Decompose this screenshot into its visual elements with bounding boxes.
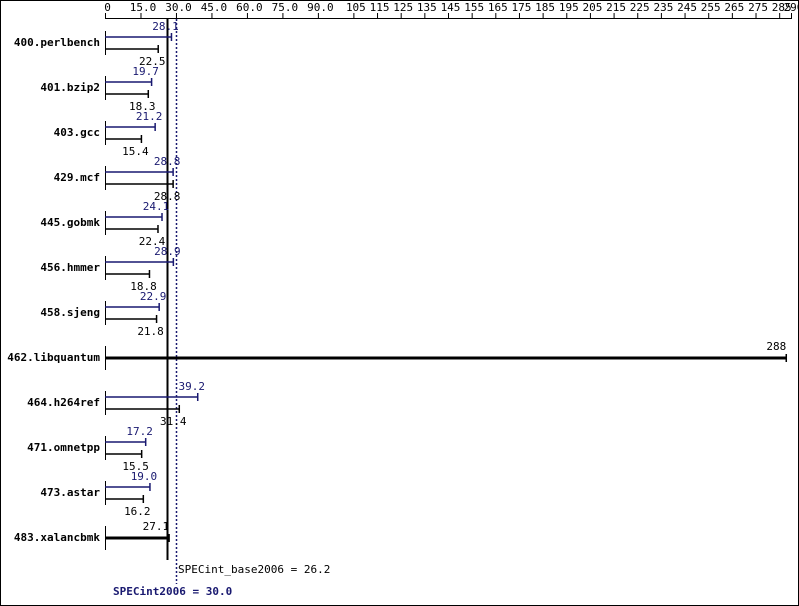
x-tick-label: 145	[441, 1, 461, 14]
value-label: 16.2	[124, 505, 151, 518]
category-label: 462.libquantum	[7, 351, 100, 364]
x-tick-label: 115	[370, 1, 390, 14]
x-tick-label: 245	[677, 1, 697, 14]
value-label: 19.0	[131, 470, 158, 483]
reference-label: SPECint_base2006 = 26.2	[178, 563, 330, 576]
x-tick-label: 235	[653, 1, 673, 14]
x-tick-label: 30.0	[165, 1, 192, 14]
x-tick-label: 255	[701, 1, 721, 14]
x-tick-label: 15.0	[130, 1, 157, 14]
value-label: 17.2	[126, 425, 153, 438]
category-label: 456.hmmer	[40, 261, 100, 274]
value-label: 18.8	[130, 280, 157, 293]
category-label: 445.gobmk	[40, 216, 100, 229]
x-tick-label: 90.0	[307, 1, 334, 14]
value-label: 24.1	[143, 200, 170, 213]
x-tick-label: 125	[393, 1, 413, 14]
value-label: 27.1	[143, 520, 170, 533]
value-label: 21.2	[136, 110, 163, 123]
x-tick-label: 0	[104, 1, 111, 14]
value-label: 31.4	[160, 415, 187, 428]
x-tick-label: 195	[559, 1, 579, 14]
category-label: 473.astar	[40, 486, 100, 499]
x-tick-label: 275	[748, 1, 768, 14]
category-label: 483.xalancbmk	[14, 531, 100, 544]
x-tick-label: 60.0	[236, 1, 263, 14]
x-tick-label: 175	[512, 1, 532, 14]
x-tick-label: 290	[784, 1, 799, 14]
category-label: 401.bzip2	[40, 81, 100, 94]
value-label: 22.9	[140, 290, 167, 303]
value-label: 28.8	[154, 155, 181, 168]
category-label: 464.h264ref	[27, 396, 100, 409]
category-label: 471.omnetpp	[27, 441, 100, 454]
reference-label: SPECint2006 = 30.0	[113, 585, 232, 598]
x-tick-label: 105	[346, 1, 366, 14]
category-label: 458.sjeng	[40, 306, 100, 319]
x-tick-label: 225	[630, 1, 650, 14]
value-label: 19.7	[132, 65, 159, 78]
x-tick-label: 205	[582, 1, 602, 14]
x-tick-label: 215	[606, 1, 626, 14]
value-label: 288	[766, 340, 786, 353]
category-label: 429.mcf	[54, 171, 100, 184]
value-label: 39.2	[178, 380, 205, 393]
value-label: 15.5	[122, 460, 149, 473]
x-tick-label: 75.0	[272, 1, 299, 14]
x-tick-label: 185	[535, 1, 555, 14]
x-tick-label: 135	[417, 1, 437, 14]
value-label: 28.8	[154, 190, 181, 203]
x-tick-label: 155	[464, 1, 484, 14]
value-label: 18.3	[129, 100, 156, 113]
value-label: 15.4	[122, 145, 149, 158]
value-label: 28.9	[154, 245, 181, 258]
x-tick-label: 45.0	[201, 1, 228, 14]
value-label: 21.8	[137, 325, 164, 338]
x-tick-label: 165	[488, 1, 508, 14]
value-label: 22.4	[139, 235, 166, 248]
x-tick-label: 265	[724, 1, 744, 14]
x-tick-label: 285	[772, 1, 792, 14]
value-label: 28.1	[152, 20, 179, 33]
category-label: 403.gcc	[54, 126, 100, 139]
value-label: 22.5	[139, 55, 166, 68]
category-label: 400.perlbench	[14, 36, 100, 49]
